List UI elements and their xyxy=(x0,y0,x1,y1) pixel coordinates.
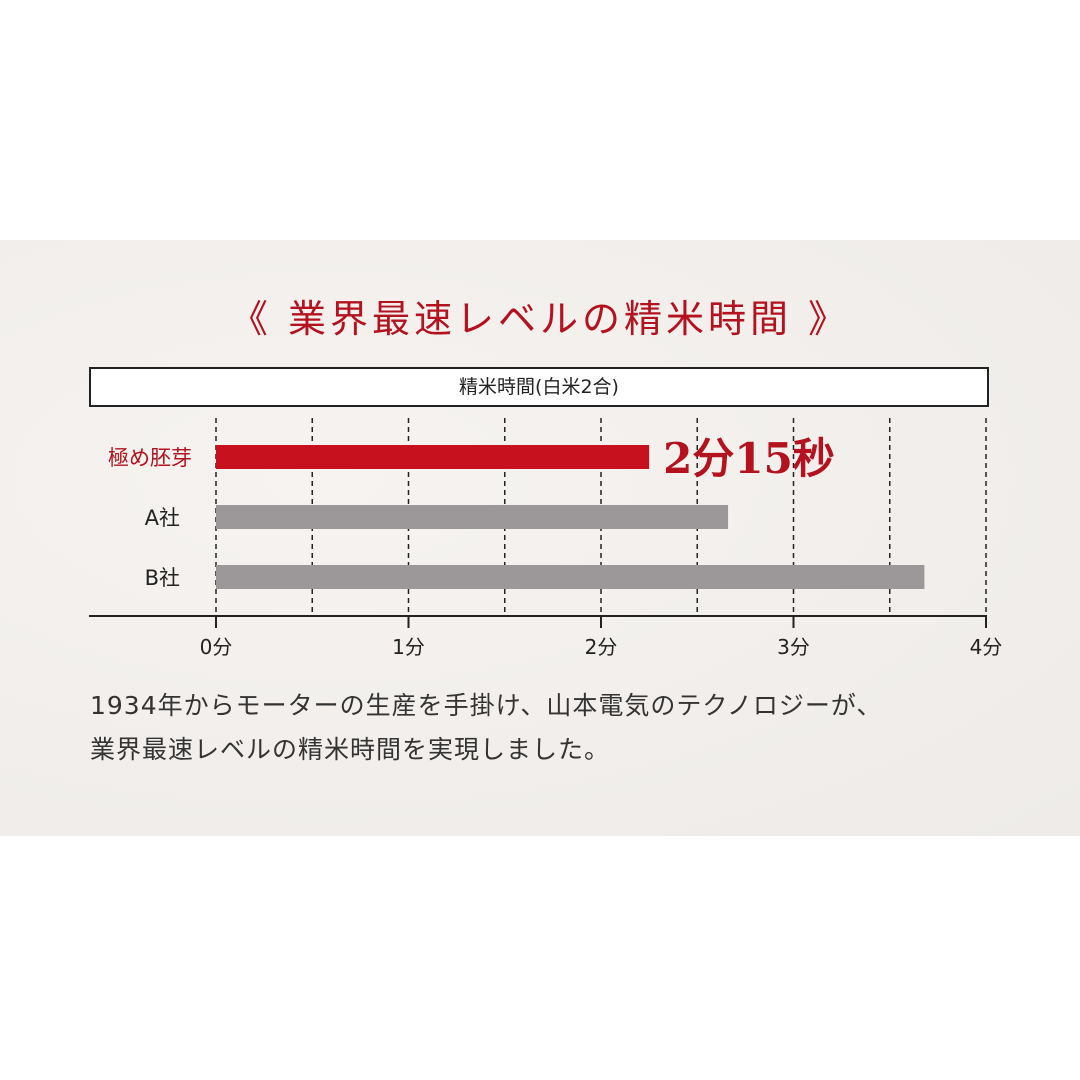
category-label: B社 xyxy=(145,566,180,590)
x-tick-label: 2分 xyxy=(585,635,618,659)
bar-competitor xyxy=(216,565,925,589)
bar-competitor xyxy=(216,505,729,529)
description-line: 業界最速レベルの精米時間を実現しました。 xyxy=(90,735,611,764)
x-tick-label: 1分 xyxy=(392,635,425,659)
category-label: 極め胚芽 xyxy=(108,446,192,470)
description-line: 1934年からモーターの生産を手掛け、山本電気のテクノロジーが、 xyxy=(90,691,883,720)
paper-background xyxy=(0,240,1080,836)
bar-kiwame-haiga xyxy=(216,445,650,469)
data-label: 2分15秒 xyxy=(663,434,835,483)
chart-title: 精米時間(白米2合) xyxy=(89,367,989,407)
page-title: 《 業界最速レベルの精米時間 》 xyxy=(229,297,851,341)
x-tick-label: 3分 xyxy=(777,635,810,659)
category-label: A社 xyxy=(145,506,180,530)
x-tick-label: 0分 xyxy=(200,635,233,659)
x-tick-label: 4分 xyxy=(970,635,1003,659)
description: 1934年からモーターの生産を手掛け、山本電気のテクノロジーが、 業界最速レベル… xyxy=(90,684,882,772)
